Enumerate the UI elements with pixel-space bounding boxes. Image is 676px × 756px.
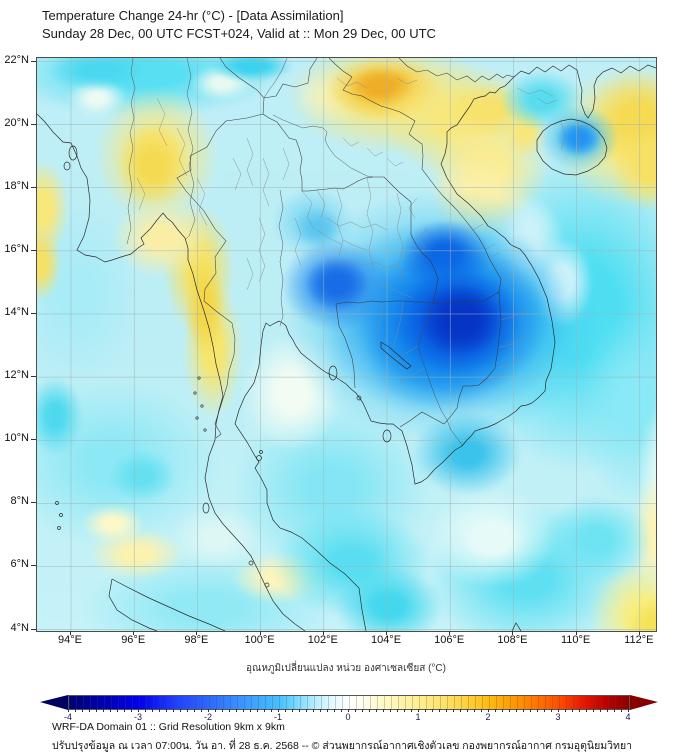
colorbar-label: อุณหภูมิเปลี่ยนแปลง หน่วย องศาเซลเซียส (…: [246, 663, 446, 674]
map-canvas: [36, 57, 657, 632]
footer-domain-info: WRF-DA Domain 01 :: Grid Resolution 9km …: [52, 721, 285, 733]
temperature-anomaly-blob: [420, 284, 502, 356]
colorbar-tick-label: 2: [485, 712, 491, 722]
temperature-anomaly-blob: [305, 257, 369, 311]
lat-tick-mark: [31, 60, 36, 62]
coastlines: [37, 64, 656, 631]
temperature-anomaly-blob: [185, 260, 225, 356]
lon-tick-label: 102°E: [307, 634, 338, 646]
colorbar-tick-label: -2: [203, 712, 212, 722]
lat-tick-label: 10°N: [4, 432, 29, 445]
lon-tick-mark: [575, 631, 577, 635]
lat-tick-mark: [31, 565, 36, 567]
map-title: Temperature Change 24-hr (°C) - [Data As…: [42, 8, 344, 23]
lon-tick-mark: [70, 631, 71, 635]
lat-tick-label: 20°N: [4, 116, 29, 129]
lat-tick-mark: [31, 376, 36, 378]
lon-tick-label: 96°E: [121, 634, 146, 646]
lon-tick-mark: [259, 631, 261, 635]
lat-tick-label: 12°N: [4, 369, 29, 382]
colorbar-tick-label: -4: [63, 712, 72, 722]
lat-tick-label: 16°N: [4, 242, 29, 255]
lon-tick-mark: [386, 631, 387, 635]
lat-tick-label: 22°N: [4, 53, 29, 66]
lon-tick-label: 98°E: [184, 634, 209, 646]
country-borders: [176, 58, 515, 439]
lat-tick-label: 4°N: [10, 621, 29, 634]
lon-tick-mark: [322, 631, 324, 635]
lat-tick-label: 14°N: [4, 305, 29, 318]
lon-tick-label: 112°E: [624, 634, 654, 646]
colorbar-tick-marks: [68, 709, 629, 712]
temperature-anomaly-blob: [117, 124, 189, 208]
colorbar-tick-label: 4: [625, 712, 631, 722]
lon-tick-label: 108°E: [497, 634, 528, 646]
lon-tick-label: 94°E: [58, 634, 82, 646]
colorbar-max-arrow: [630, 695, 658, 710]
lon-tick-label: 110°E: [560, 634, 591, 646]
colorbar: -4 -3 -2 -1 0 1 2 3 4: [40, 694, 658, 724]
temperature-field: [37, 58, 656, 631]
lon-tick-label: 100°E: [244, 634, 275, 646]
province-borders: [136, 77, 581, 386]
map-subtitle: Sunday 28 Dec, 00 UTC FCST+024, Valid at…: [42, 26, 436, 41]
colorbar-tick-label: 1: [415, 712, 421, 722]
lon-tick-mark: [512, 631, 514, 635]
lat-tick-mark: [31, 312, 36, 314]
footer-update-info: ปรับปรุงข้อมูล ณ เวลา 07:00น. วัน อา. ที…: [52, 740, 633, 752]
coastlines-and-borders: [37, 58, 656, 631]
lat-tick-mark: [31, 249, 36, 251]
colorbar-tick-label: -3: [133, 712, 142, 722]
lat-tick-mark: [31, 628, 36, 630]
lat-tick-mark: [31, 439, 36, 441]
temperature-anomaly-blob: [542, 495, 652, 585]
temperature-anomaly-blob: [334, 566, 444, 631]
colorbar-tick-label: 0: [345, 712, 351, 722]
lon-tick-label: 106°E: [434, 634, 465, 646]
lon-tick-label: 104°E: [370, 634, 402, 646]
lat-tick-mark: [31, 186, 36, 188]
temperature-anomaly-blob: [556, 119, 602, 157]
lon-tick-mark: [196, 631, 198, 635]
lat-tick-mark: [31, 123, 36, 125]
colorbar-min-arrow: [40, 695, 68, 710]
lon-tick-mark: [449, 631, 451, 635]
lat-tick-label: 6°N: [10, 558, 29, 571]
lat-tick-mark: [31, 502, 36, 504]
colorbar-tick-label: -1: [273, 712, 282, 722]
colorbar-tick-label: 3: [555, 712, 561, 722]
rivers: [126, 58, 464, 447]
lat-tick-label: 8°N: [10, 495, 29, 508]
temperature-anomaly-blob: [37, 376, 83, 456]
temperature-anomaly-blob: [427, 488, 557, 588]
temperature-anomaly-blob: [108, 450, 176, 502]
lon-tick-mark: [638, 631, 640, 635]
lon-tick-mark: [133, 631, 135, 635]
colorbar-gradient: [68, 695, 630, 710]
temperature-anomaly-blob: [47, 58, 147, 90]
lat-tick-label: 18°N: [4, 179, 29, 192]
